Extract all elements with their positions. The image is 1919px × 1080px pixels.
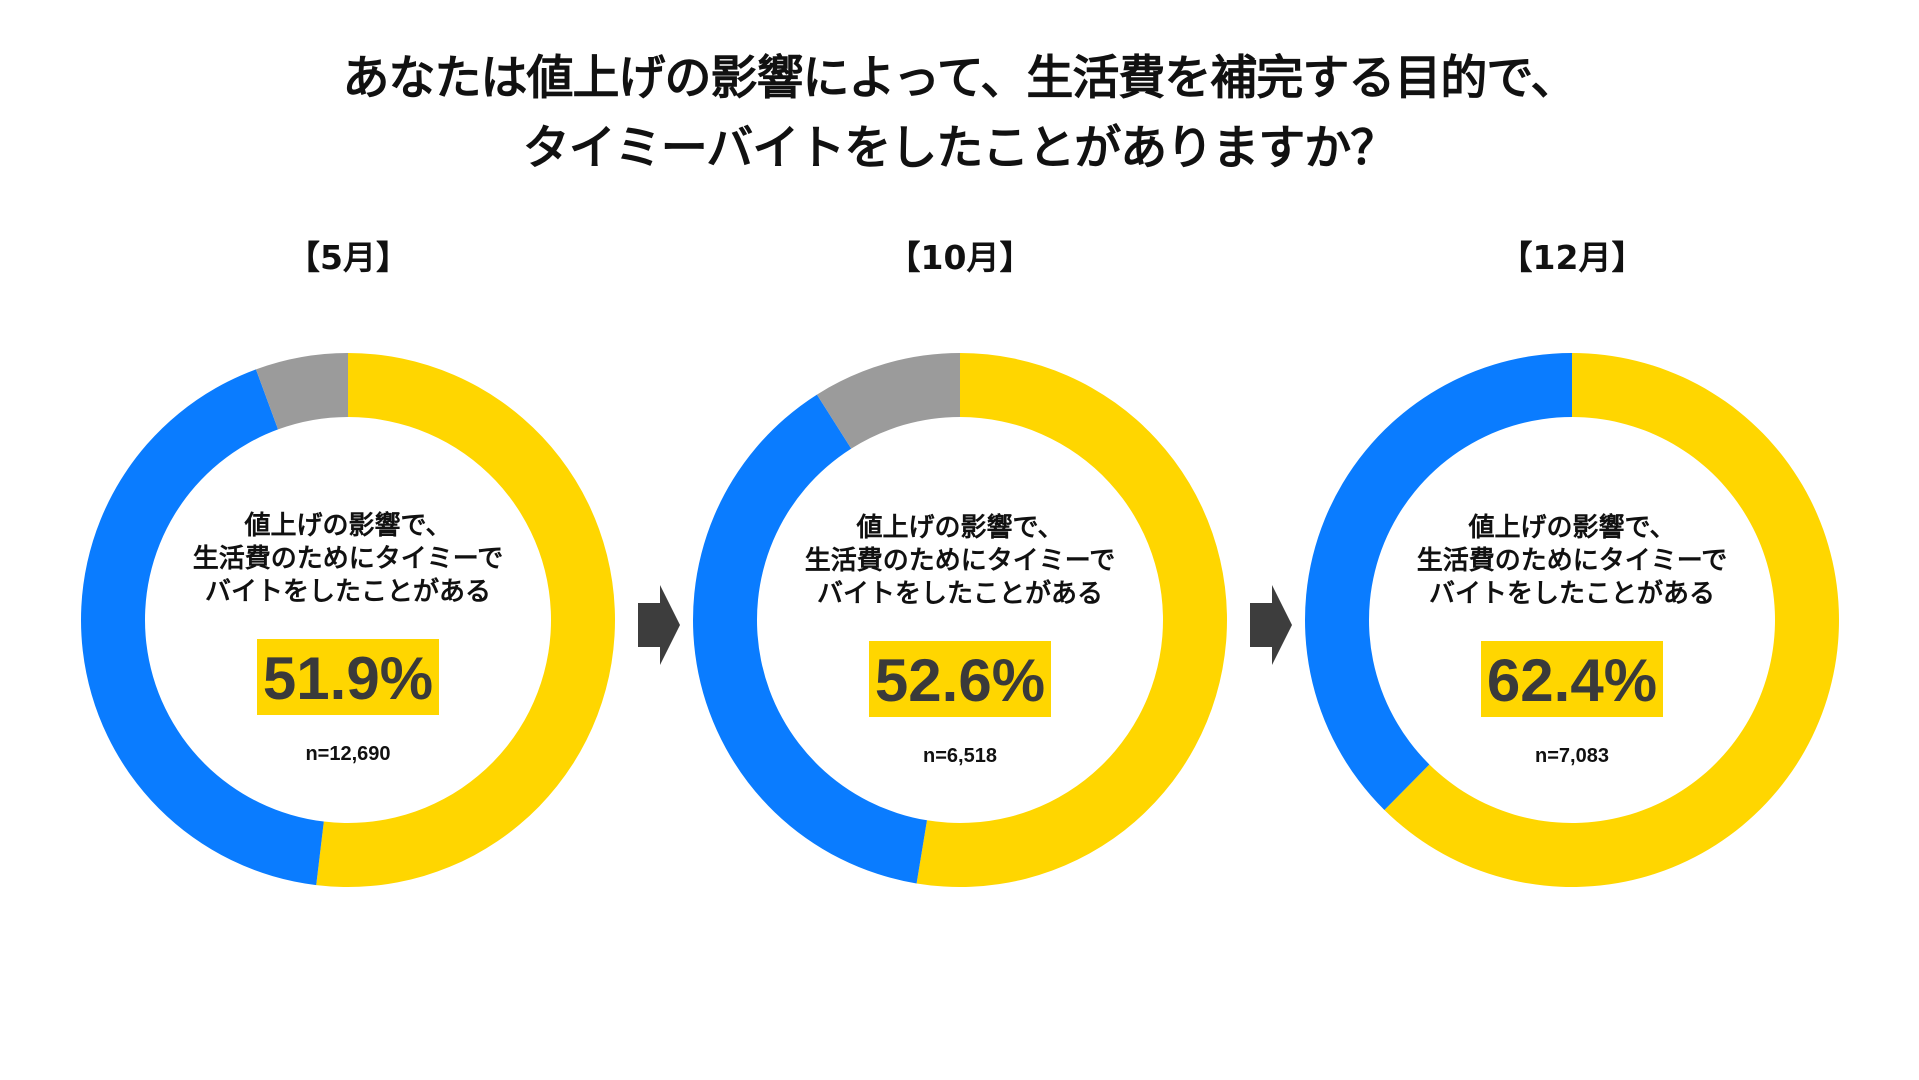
donut-slice-no [1304,353,1572,810]
center-text-line: 生活費のためにタイミーで [1416,546,1728,576]
sample-size-may: n=12,690 [305,743,391,765]
donut-october [693,353,1228,888]
donut-slice-no [81,369,324,886]
donut-slice-yes [1384,353,1839,887]
donut-center-december: 値上げの影響で、 生活費のためにタイミーで バイトをしたことがある 62.4% … [1362,512,1782,769]
center-text-line: 値上げの影響で、 [1468,513,1676,543]
center-text-line: 生活費のためにタイミーで [192,544,504,574]
chart-title-line-1: あなたは値上げの影響によって、生活費を補完する目的で、 [342,51,1577,106]
center-text-line: 生活費のためにタイミーで [804,546,1116,576]
donut-slice-no [693,394,927,884]
chart-title-line-2: タイミーバイトをしたことがありますか？ [522,121,1398,176]
panel-label-may: 【5月】 [287,238,409,277]
center-text-october: 値上げの影響で、 生活費のためにタイミーで バイトをしたことがある [750,512,1170,611]
donut-slice-yes [916,353,1228,888]
center-text-line: 値上げの影響で、 [244,511,452,541]
donut-december [1304,353,1839,887]
highlight-percentage-december: 62.4% [1480,641,1664,717]
sample-size-october: n=6,518 [923,745,997,767]
donut-slice-other [816,353,960,449]
arrow-right-icon [638,585,680,665]
donut-slice-other [255,353,348,430]
center-text-may: 値上げの影響で、 生活費のためにタイミーで バイトをしたことがある [138,510,558,609]
center-text-line: バイトをしたことがある [1428,579,1715,609]
chart-title: あなたは値上げの影響によって、生活費を補完する目的で、 タイミーバイトをしたこと… [0,44,1919,184]
center-text-line: 値上げの影響で、 [856,513,1064,543]
sample-size-december: n=7,083 [1535,745,1609,767]
center-text-line: バイトをしたことがある [816,579,1103,609]
donut-slice-yes [316,353,615,887]
donut-center-october: 値上げの影響で、 生活費のためにタイミーで バイトをしたことがある 52.6% … [750,512,1170,769]
highlight-percentage-october: 52.6% [868,641,1052,717]
highlight-percentage-may: 51.9% [256,639,440,715]
panel-label-october: 【10月】 [887,238,1033,277]
donut-may [81,353,615,887]
center-text-line: バイトをしたことがある [204,577,491,607]
arrow-right-icon [1250,585,1292,665]
panel-label-december: 【12月】 [1499,238,1645,277]
donut-center-may: 値上げの影響で、 生活費のためにタイミーで バイトをしたことがある 51.9% … [138,510,558,767]
center-text-december: 値上げの影響で、 生活費のためにタイミーで バイトをしたことがある [1362,512,1782,611]
